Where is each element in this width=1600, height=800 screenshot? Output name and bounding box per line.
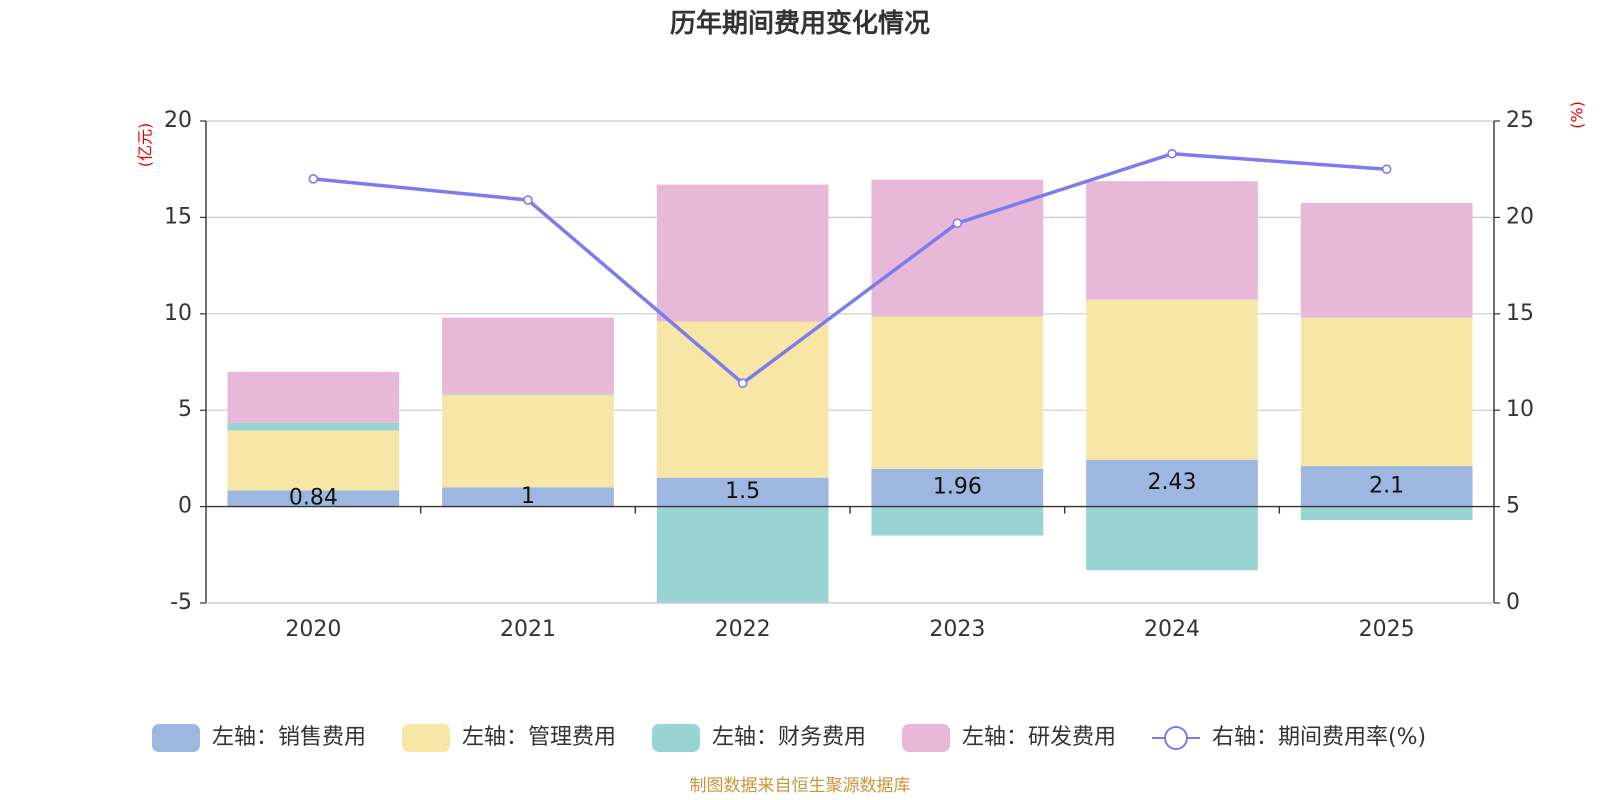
legend-label-0: 左轴：销售费用 — [212, 725, 366, 750]
bar-2020-series-3 — [227, 371, 400, 423]
left-axis-tick-label: 10 — [164, 301, 192, 326]
bar-2021-series-1 — [442, 394, 614, 488]
rate-point-2022 — [737, 378, 748, 389]
rate-line-path — [313, 152, 1387, 385]
bar-2024-series-1 — [1086, 299, 1258, 460]
bar-2020-series-0 — [227, 490, 400, 507]
category-label-2025: 2025 — [1359, 617, 1415, 642]
category-label-2021: 2021 — [500, 617, 556, 642]
bar-2023-series-2 — [871, 506, 1044, 536]
rate-line — [308, 148, 1392, 389]
legend-swatch-2 — [652, 724, 700, 752]
bar-2022-series-2 — [656, 506, 829, 603]
right-axis-tick-label: 0 — [1506, 590, 1520, 615]
legend-label-1: 左轴：管理费用 — [462, 725, 616, 750]
data-label-2023: 1.96 — [933, 475, 982, 500]
bar-2022-series-3 — [656, 184, 829, 322]
left-axis-tick-label: 0 — [178, 494, 192, 519]
left-axis-tick-label: -5 — [170, 590, 192, 615]
bar-2023-series-0 — [871, 468, 1044, 507]
bar-2024-series-3 — [1086, 181, 1258, 300]
bar-2025-series-2 — [1300, 506, 1473, 521]
left-axis-tick-label: 20 — [164, 108, 192, 133]
left-axis-tick-label: 15 — [164, 204, 192, 229]
bar-2022-series-0 — [656, 477, 829, 507]
legend-swatch-3 — [902, 724, 950, 752]
data-label-2021: 1 — [521, 484, 535, 509]
bar-2025-series-0 — [1300, 466, 1473, 507]
legend-label-4: 右轴：期间费用率(%) — [1212, 725, 1426, 750]
legend-marker-icon — [1164, 726, 1188, 750]
bar-2020-series-2 — [227, 422, 400, 431]
data-label-2022: 1.5 — [725, 479, 760, 504]
source-note: 制图数据来自恒生聚源数据库 — [690, 776, 911, 796]
right-axis-tick-label: 5 — [1506, 494, 1520, 519]
left-axis-tick-label: 5 — [178, 397, 192, 422]
legend-label-3: 左轴：研发费用 — [962, 725, 1116, 750]
data-label-2025: 2.1 — [1369, 473, 1404, 498]
right-axis-tick-label: 15 — [1506, 301, 1534, 326]
legend-swatch-0 — [152, 724, 200, 752]
right-axis-tick-label: 25 — [1506, 108, 1534, 133]
bar-2023-series-1 — [871, 316, 1044, 469]
legend-label-2: 左轴：财务费用 — [712, 725, 866, 750]
right-axis-tick-label: 10 — [1506, 397, 1534, 422]
bar-2020-series-1 — [227, 430, 400, 491]
rate-point-2024 — [1167, 148, 1177, 159]
bar-2024-series-2 — [1086, 506, 1258, 571]
data-label-2020: 0.84 — [289, 486, 338, 511]
bar-2022-series-1 — [656, 321, 829, 478]
bars — [227, 179, 1473, 603]
rate-point-2020 — [308, 174, 319, 184]
right-axis-unit: (%) — [1568, 101, 1587, 129]
chart-title: 历年期间费用变化情况 — [670, 8, 930, 39]
category-label-2022: 2022 — [715, 617, 771, 642]
data-label-2024: 2.43 — [1148, 470, 1197, 495]
category-label-2024: 2024 — [1144, 617, 1200, 642]
data-labels: 0.84 1 1.5 1.96 2.43 2.1 — [289, 470, 1404, 510]
rate-point-2023 — [952, 218, 963, 228]
left-axis-unit: (亿元) — [136, 123, 155, 168]
bar-2021-series-0 — [442, 487, 614, 507]
bar-2025-series-3 — [1300, 202, 1473, 318]
bar-2024-series-0 — [1086, 459, 1258, 507]
legend: 左轴：销售费用 左轴：管理费用 左轴：财务费用 左轴：研发费用 右轴：期间费用率(%) — [152, 724, 1426, 752]
category-label-2023: 2023 — [929, 617, 985, 642]
rate-point-2025 — [1381, 164, 1392, 174]
right-axis-tick-label: 20 — [1506, 204, 1534, 229]
category-label-2020: 2020 — [285, 617, 341, 642]
bar-2023-series-3 — [871, 179, 1044, 317]
legend-swatch-1 — [402, 724, 450, 752]
bar-2021-series-3 — [442, 317, 614, 394]
rate-point-2021 — [523, 195, 533, 205]
bar-2025-series-1 — [1300, 317, 1473, 467]
bar-2021-series-2 — [442, 393, 614, 395]
